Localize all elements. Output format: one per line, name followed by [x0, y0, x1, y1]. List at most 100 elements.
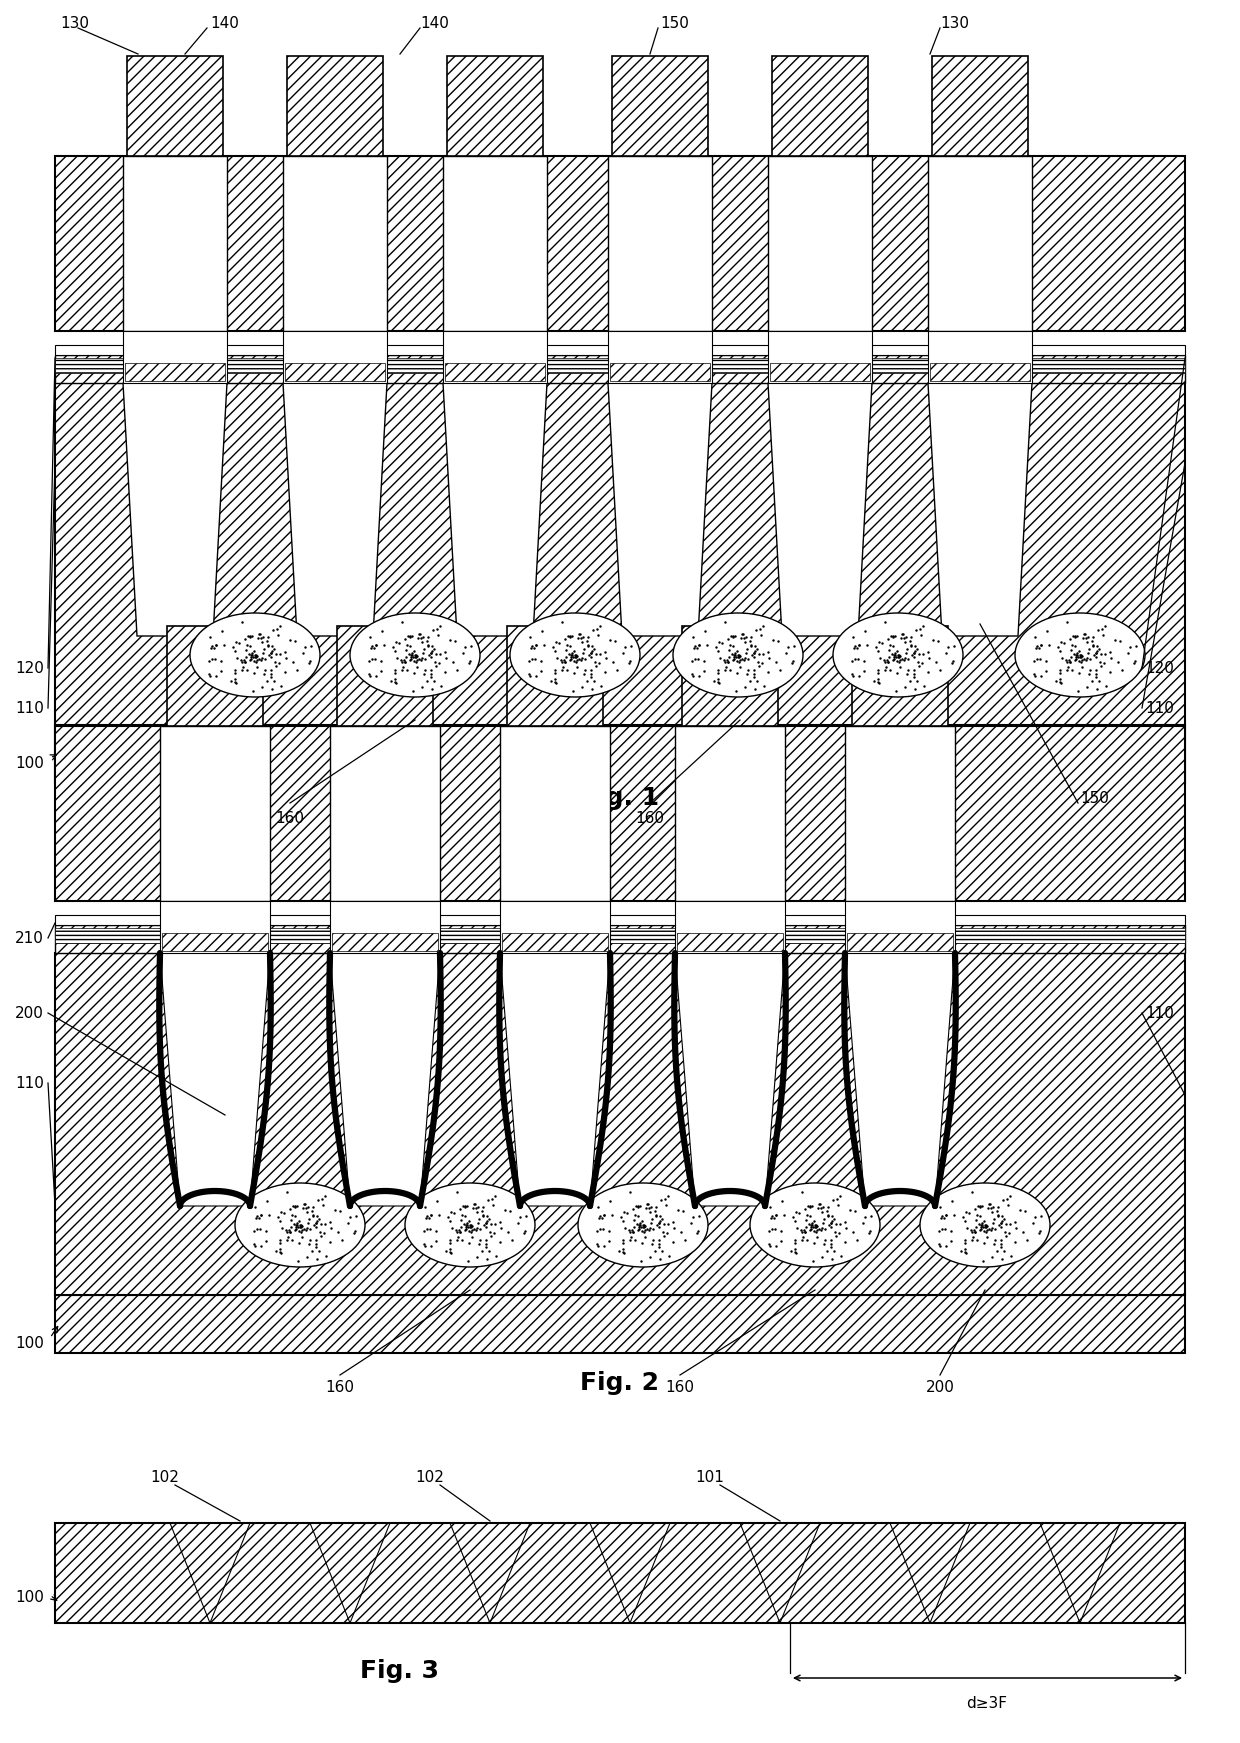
Bar	[500, 727, 610, 901]
Polygon shape	[844, 953, 955, 1206]
Polygon shape	[928, 383, 1032, 636]
Bar	[443, 157, 547, 331]
Text: 200: 200	[15, 1006, 43, 1020]
Bar	[283, 331, 387, 383]
Bar	[928, 157, 1032, 331]
Text: d≥3F: d≥3F	[966, 1696, 1007, 1710]
Text: 140: 140	[210, 16, 239, 30]
Bar	[928, 331, 1032, 383]
Text: 140: 140	[420, 16, 449, 30]
Bar	[844, 901, 955, 953]
Text: 150: 150	[660, 16, 689, 30]
Bar	[55, 1523, 1185, 1623]
Text: 102: 102	[150, 1471, 180, 1485]
Text: 110: 110	[15, 1075, 43, 1091]
Ellipse shape	[405, 1183, 534, 1267]
Bar	[55, 927, 1185, 943]
Polygon shape	[500, 953, 610, 1206]
Polygon shape	[283, 383, 387, 636]
Bar	[507, 626, 603, 727]
Bar	[55, 953, 1185, 1295]
Ellipse shape	[833, 614, 963, 697]
Ellipse shape	[190, 614, 320, 697]
Text: 160: 160	[635, 810, 665, 826]
Bar	[446, 56, 543, 157]
Text: 150: 150	[1080, 791, 1109, 805]
Ellipse shape	[510, 614, 640, 697]
Ellipse shape	[1016, 614, 1145, 697]
Bar	[330, 901, 440, 953]
Bar	[55, 926, 1185, 953]
Bar	[55, 356, 1185, 383]
Bar	[502, 933, 608, 952]
Ellipse shape	[578, 1183, 708, 1267]
Text: 100: 100	[15, 1335, 43, 1351]
Bar	[930, 363, 1030, 382]
Bar	[773, 56, 868, 157]
Polygon shape	[160, 953, 270, 1206]
Text: Fig. 3: Fig. 3	[361, 1659, 439, 1684]
Bar	[330, 727, 440, 901]
Bar	[443, 331, 547, 383]
Bar	[844, 727, 955, 901]
Ellipse shape	[920, 1183, 1050, 1267]
Bar	[852, 626, 949, 727]
Text: 130: 130	[60, 16, 89, 30]
Bar	[55, 915, 1185, 926]
Text: 200: 200	[925, 1380, 955, 1396]
Text: 210: 210	[15, 931, 43, 945]
Bar	[55, 1295, 1185, 1353]
Bar	[768, 157, 872, 331]
Bar	[677, 933, 782, 952]
Bar	[55, 357, 1185, 373]
Polygon shape	[330, 953, 440, 1206]
Bar	[445, 363, 546, 382]
Text: 160: 160	[325, 1380, 355, 1396]
Bar	[500, 901, 610, 953]
Text: 120: 120	[15, 661, 43, 676]
Polygon shape	[123, 383, 227, 636]
Bar	[286, 56, 383, 157]
Bar	[337, 626, 433, 727]
Text: 160: 160	[275, 810, 305, 826]
Ellipse shape	[350, 614, 480, 697]
Polygon shape	[608, 383, 712, 636]
Bar	[160, 727, 270, 901]
Polygon shape	[768, 383, 872, 636]
Text: 110: 110	[15, 701, 43, 715]
Bar	[675, 901, 785, 953]
Bar	[847, 933, 954, 952]
Text: 120: 120	[1145, 661, 1174, 676]
Bar	[283, 157, 387, 331]
Bar	[608, 331, 712, 383]
Bar	[682, 626, 777, 727]
Bar	[126, 56, 223, 157]
Bar	[55, 383, 1185, 725]
Text: 100: 100	[15, 1591, 43, 1605]
Bar	[610, 363, 711, 382]
Bar	[160, 901, 270, 953]
Ellipse shape	[750, 1183, 880, 1267]
Bar	[162, 933, 268, 952]
Text: 100: 100	[15, 755, 43, 770]
Bar	[613, 56, 708, 157]
Bar	[55, 725, 1185, 783]
Bar	[675, 727, 785, 901]
Text: 110: 110	[1145, 701, 1174, 715]
Ellipse shape	[236, 1183, 365, 1267]
Bar	[608, 157, 712, 331]
Text: Fig. 1: Fig. 1	[580, 786, 660, 810]
Text: 101: 101	[696, 1471, 724, 1485]
Text: 130: 130	[940, 16, 968, 30]
Bar	[55, 157, 1185, 331]
Text: 110: 110	[1145, 1006, 1174, 1020]
Bar	[55, 727, 1185, 901]
Bar	[167, 626, 263, 727]
Bar	[332, 933, 438, 952]
Text: Fig. 2: Fig. 2	[580, 1372, 660, 1394]
Bar	[123, 331, 227, 383]
Polygon shape	[443, 383, 547, 636]
Polygon shape	[675, 953, 785, 1206]
Bar	[285, 363, 384, 382]
Text: 102: 102	[415, 1471, 444, 1485]
